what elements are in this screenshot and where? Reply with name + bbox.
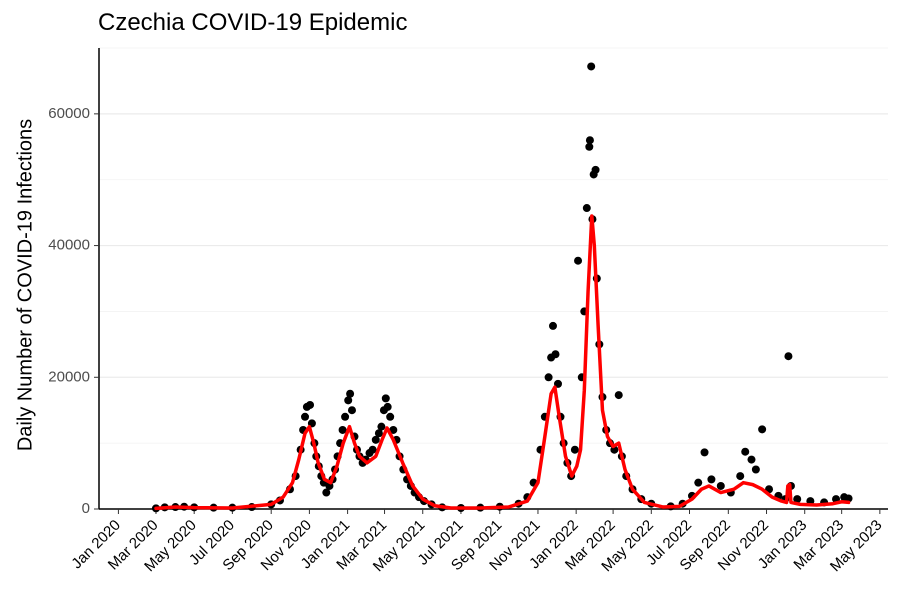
y-tick-label: 60000 [48,105,90,122]
data-point [716,481,725,490]
chart-title: Czechia COVID-19 Epidemic [98,9,407,36]
data-point [585,142,594,151]
data-point [614,391,623,400]
y-tick-label: 0 [82,500,90,517]
data-point [587,62,596,71]
data-point [368,445,377,454]
data-point [341,412,350,421]
data-point [347,406,356,415]
data-point [570,445,579,454]
y-tick-label: 20000 [48,368,90,385]
data-point [344,396,353,405]
data-point [582,204,591,213]
data-point [389,425,398,434]
data-point [707,475,716,484]
data-point [377,422,386,431]
data-point [544,373,553,382]
data-point [383,402,392,411]
data-point [386,412,395,421]
data-point [338,425,347,434]
data-point [784,352,793,361]
grid-layer [99,47,888,444]
data-point [381,394,390,403]
data-point [741,447,750,456]
line-layer [154,214,851,511]
series-line [154,214,851,511]
y-tick-label: 40000 [48,237,90,254]
data-point [371,435,380,444]
data-point [551,350,560,359]
data-point [700,448,709,457]
data-point [591,165,600,174]
data-point [346,389,355,398]
data-point [694,478,703,487]
data-point [793,495,802,504]
data-point [301,412,310,421]
data-point [585,136,594,145]
data-point [322,488,331,497]
points-layer [151,62,853,513]
data-point [747,455,756,464]
data-point [374,429,383,438]
data-point [306,400,315,409]
data-point [736,472,745,481]
y-axis-label: Daily Number of COVID-19 Infections [14,119,36,451]
data-point [751,465,760,474]
data-point [574,256,583,265]
data-point [758,425,767,434]
data-point [548,321,557,330]
data-point [844,494,853,503]
